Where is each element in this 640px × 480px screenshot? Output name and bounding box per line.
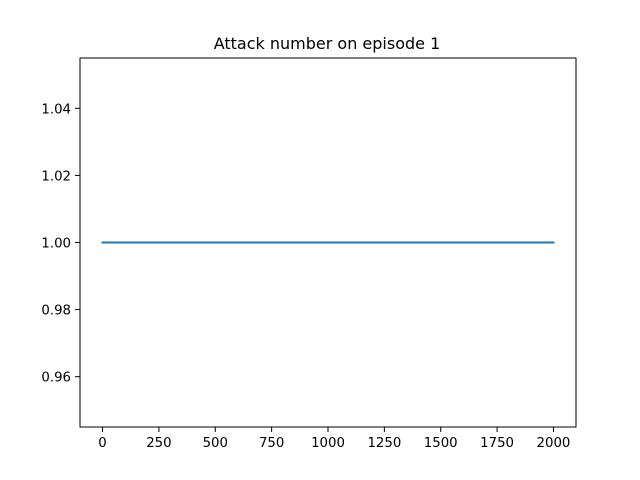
y-tick-label: 0.98 [41,304,71,319]
x-tick-label: 750 [259,436,284,451]
y-tick-label: 0.96 [41,371,71,386]
x-tick-label: 1000 [311,436,345,451]
x-tick-label: 1750 [480,436,514,451]
y-axis-ticks: 0.96 0.98 1.00 1.02 1.04 [41,102,80,386]
x-tick-label: 0 [98,436,106,451]
y-tick-label: 1.02 [41,169,71,184]
x-tick-label: 250 [146,436,171,451]
x-tick-label: 2000 [537,436,571,451]
y-tick-label: 1.00 [41,237,71,252]
x-axis-ticks: 0 250 500 750 1000 1250 1500 1750 2000 [98,427,570,451]
x-tick-label: 1500 [424,436,458,451]
x-tick-label: 500 [203,436,228,451]
x-tick-label: 1250 [367,436,401,451]
chart-title: Attack number on episode 1 [214,34,441,53]
plot-area-frame [79,57,577,428]
y-tick-label: 1.04 [41,102,71,117]
